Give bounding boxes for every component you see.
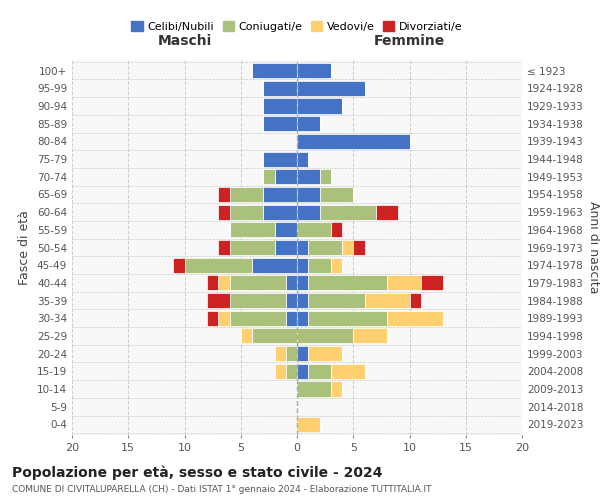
Bar <box>241 328 252 344</box>
Bar <box>308 258 331 272</box>
Bar <box>275 222 297 238</box>
Bar <box>297 81 365 96</box>
Bar <box>331 222 342 238</box>
Bar <box>207 310 218 326</box>
Bar <box>229 240 275 255</box>
Bar <box>331 364 365 379</box>
Bar <box>263 187 297 202</box>
Bar <box>275 169 297 184</box>
Bar <box>263 169 275 184</box>
Bar <box>252 258 297 272</box>
Bar <box>297 310 308 326</box>
Bar <box>297 98 342 114</box>
Bar <box>297 134 409 149</box>
Bar <box>297 187 320 202</box>
Bar <box>320 169 331 184</box>
Bar <box>376 204 398 220</box>
Bar <box>308 310 387 326</box>
Y-axis label: Anni di nascita: Anni di nascita <box>587 201 600 294</box>
Bar <box>297 258 308 272</box>
Bar <box>297 222 331 238</box>
Bar <box>173 258 185 272</box>
Bar <box>297 364 308 379</box>
Bar <box>297 382 331 396</box>
Bar <box>218 310 229 326</box>
Bar <box>365 293 409 308</box>
Text: Femmine: Femmine <box>374 34 445 48</box>
Bar <box>297 152 308 166</box>
Bar <box>229 276 286 290</box>
Bar <box>252 328 297 344</box>
Bar <box>308 293 365 308</box>
Bar <box>229 310 286 326</box>
Bar <box>286 276 297 290</box>
Bar <box>308 240 342 255</box>
Bar <box>275 240 297 255</box>
Bar <box>320 187 353 202</box>
Bar <box>286 346 297 361</box>
Bar <box>297 293 308 308</box>
Bar <box>286 293 297 308</box>
Bar <box>275 364 286 379</box>
Bar <box>263 116 297 131</box>
Bar <box>297 328 353 344</box>
Text: Popolazione per età, sesso e stato civile - 2024: Popolazione per età, sesso e stato civil… <box>12 465 383 479</box>
Bar <box>263 204 297 220</box>
Bar <box>263 98 297 114</box>
Bar <box>297 169 320 184</box>
Bar <box>320 204 376 220</box>
Bar <box>229 293 286 308</box>
Bar <box>207 276 218 290</box>
Bar <box>218 204 229 220</box>
Bar <box>331 258 342 272</box>
Bar <box>275 346 286 361</box>
Bar <box>297 417 320 432</box>
Bar <box>308 276 387 290</box>
Bar <box>185 258 252 272</box>
Text: Maschi: Maschi <box>157 34 212 48</box>
Bar <box>353 328 387 344</box>
Bar <box>218 240 229 255</box>
Bar <box>218 276 229 290</box>
Bar <box>263 81 297 96</box>
Bar <box>229 204 263 220</box>
Bar <box>297 276 308 290</box>
Bar <box>308 346 342 361</box>
Bar <box>387 276 421 290</box>
Bar <box>286 364 297 379</box>
Bar <box>421 276 443 290</box>
Bar <box>353 240 365 255</box>
Bar <box>308 364 331 379</box>
Bar <box>286 310 297 326</box>
Bar <box>409 293 421 308</box>
Bar <box>297 63 331 78</box>
Bar <box>297 116 320 131</box>
Bar <box>297 240 308 255</box>
Bar <box>207 293 229 308</box>
Text: COMUNE DI CIVITALUPARELLA (CH) - Dati ISTAT 1° gennaio 2024 - Elaborazione TUTTI: COMUNE DI CIVITALUPARELLA (CH) - Dati IS… <box>12 485 431 494</box>
Bar <box>218 187 229 202</box>
Bar <box>252 63 297 78</box>
Bar <box>229 222 275 238</box>
Legend: Celibi/Nubili, Coniugati/e, Vedovi/e, Divorziati/e: Celibi/Nubili, Coniugati/e, Vedovi/e, Di… <box>127 17 467 36</box>
Bar <box>263 152 297 166</box>
Bar <box>297 346 308 361</box>
Y-axis label: Fasce di età: Fasce di età <box>19 210 31 285</box>
Bar <box>342 240 353 255</box>
Bar <box>297 204 320 220</box>
Bar <box>387 310 443 326</box>
Bar <box>331 382 342 396</box>
Bar <box>229 187 263 202</box>
